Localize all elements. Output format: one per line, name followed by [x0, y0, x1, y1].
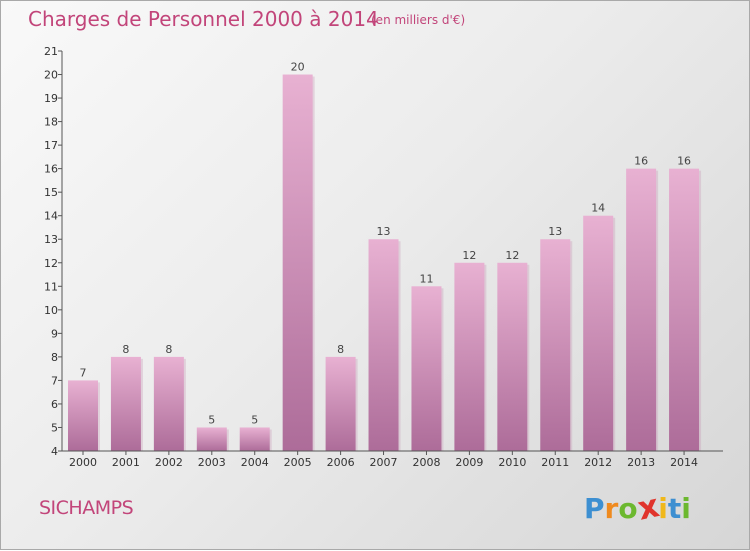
bar-2008	[411, 286, 442, 451]
bar-2012	[583, 215, 614, 451]
bar-2007	[368, 239, 399, 451]
bar-2000	[68, 380, 98, 451]
y-tick-label-13: 13	[44, 233, 58, 246]
x-tick-label-2012: 2012	[584, 456, 612, 469]
logo-letter: i	[681, 492, 691, 525]
x-tick-label-2010: 2010	[498, 456, 526, 469]
bar-2002	[153, 356, 184, 451]
y-tick-label-8: 8	[51, 351, 58, 364]
chart-subtitle: (en milliers d'€)	[371, 13, 466, 27]
y-tick-label-14: 14	[44, 210, 58, 223]
bar-2003	[196, 427, 227, 451]
y-tick-label-15: 15	[44, 186, 58, 199]
y-tick-label-17: 17	[44, 139, 58, 152]
y-tick-label-19: 19	[44, 92, 58, 105]
y-tick-label-9: 9	[51, 327, 58, 340]
data-label-2013: 16	[634, 155, 648, 168]
bar-2004	[239, 427, 270, 451]
y-tick-label-7: 7	[51, 374, 58, 387]
bar-2011	[540, 239, 571, 451]
x-tick-label-2011: 2011	[541, 456, 569, 469]
proxiti-logo[interactable]: Proxiti	[584, 486, 691, 527]
data-label-2009: 12	[462, 249, 476, 262]
x-tick-label-2008: 2008	[412, 456, 440, 469]
x-tick-label-2006: 2006	[327, 456, 355, 469]
x-tick-label-2014: 2014	[670, 456, 698, 469]
data-label-2001: 8	[122, 343, 129, 356]
y-tick-label-10: 10	[44, 304, 58, 317]
bar-2013	[626, 168, 657, 451]
bar-2010	[497, 262, 528, 451]
data-label-2014: 16	[677, 155, 691, 168]
data-label-2008: 11	[419, 272, 433, 285]
x-tick-label-2003: 2003	[198, 456, 226, 469]
y-tick-label-4: 4	[51, 445, 58, 458]
x-tick-label-2002: 2002	[155, 456, 183, 469]
bar-2009	[454, 262, 485, 451]
y-tick-label-5: 5	[51, 421, 58, 434]
logo-letter: i	[658, 492, 668, 525]
x-tick-label-2007: 2007	[370, 456, 398, 469]
y-tick-label-21: 21	[44, 45, 58, 58]
bar-2001	[110, 356, 141, 451]
logo-letter: r	[604, 492, 619, 525]
logo-letter: t	[667, 492, 682, 525]
y-tick-label-20: 20	[44, 69, 58, 82]
x-tick-label-2009: 2009	[455, 456, 483, 469]
bar-2005	[282, 74, 313, 451]
bars-group: 7 8 8 5 5 20 8 13 11 12 12 13 14 16 16	[68, 61, 702, 451]
axes-group: 2000 2001 2002 2003 2004 2005 2006 2007 2008 2009…	[44, 45, 723, 469]
logo-letter: o	[618, 492, 638, 525]
y-tick-label-11: 11	[44, 280, 58, 293]
y-tick-label-6: 6	[51, 398, 58, 411]
y-tick-label-18: 18	[44, 116, 58, 129]
data-label-2005: 20	[291, 61, 305, 74]
x-tick-label-2001: 2001	[112, 456, 140, 469]
data-label-2004: 5	[251, 413, 258, 426]
data-label-2012: 14	[591, 202, 605, 215]
x-tick-label-2004: 2004	[241, 456, 269, 469]
data-label-2006: 8	[337, 343, 344, 356]
x-tick-label-2005: 2005	[284, 456, 312, 469]
data-label-2002: 8	[165, 343, 172, 356]
bar-2014	[669, 168, 700, 451]
data-label-2003: 5	[208, 413, 215, 426]
data-label-2000: 7	[80, 366, 87, 379]
y-tick-label-12: 12	[44, 257, 58, 270]
y-tick-label-16: 16	[44, 163, 58, 176]
bar-2006	[325, 356, 356, 451]
data-label-2007: 13	[377, 225, 391, 238]
data-label-2010: 12	[505, 249, 519, 262]
commune-name: SICHAMPS	[39, 497, 134, 519]
x-tick-label-2000: 2000	[69, 456, 97, 469]
data-label-2011: 13	[548, 225, 562, 238]
logo-letter: P	[584, 492, 605, 525]
chart-title: Charges de Personnel 2000 à 2014	[28, 7, 379, 31]
x-tick-label-2013: 2013	[627, 456, 655, 469]
